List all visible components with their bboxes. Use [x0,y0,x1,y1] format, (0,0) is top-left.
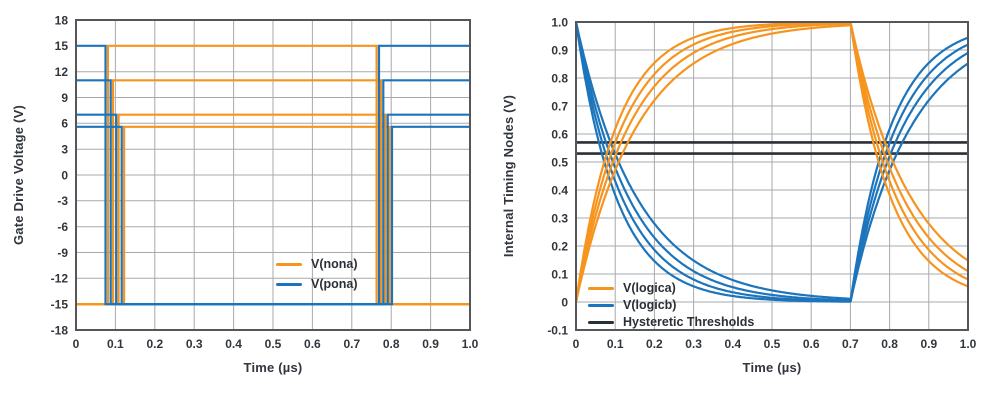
x-tick-label: 0.4 [225,337,242,351]
x-tick-label: 0.3 [685,337,702,351]
y-tick-label: -15 [51,298,69,312]
x-tick-label: 0.8 [383,337,400,351]
legend-label-v-logicb: V(logicb) [623,298,677,313]
series-v-pona-run-4 [76,125,470,306]
plot-frame [575,21,969,331]
figure-internal-timing-nodes: 1.0 0.9 0.8 0.7 0.6 0.5 0.4 0.3 0.2 0.1 0 -0.1 0 0.1 0… [496,0,992,402]
x-tick-label: 0 [73,337,80,351]
x-tick-label: 0.5 [764,337,781,351]
series-v-logica-run-1 [574,21,969,303]
y-tick-label: -18 [51,323,69,337]
y-tick-label: -6 [57,220,68,234]
y-tick-label: 6 [61,117,68,131]
legend-item-v-nona: V(nona) [276,254,358,274]
x-tick-label: 1.0 [462,337,479,351]
y-tick-label: 0.2 [551,239,568,253]
y-tick-label: 12 [55,65,69,79]
y-tick-label: 0.4 [551,183,568,197]
y-tick-label: 0.3 [551,211,568,225]
y-tick-label: 1.0 [551,15,568,29]
x-tick-label: 0.5 [265,337,282,351]
x-tick-label: 0.7 [343,337,360,351]
x-tick-label: 0.9 [920,337,937,351]
y-tick-label: 0.8 [551,71,568,85]
y-tick-label: -0.1 [547,323,568,337]
y-tick-label: 0 [61,168,68,182]
y-tick-label: -3 [57,194,68,208]
series-v-logicb-run-4 [574,21,969,303]
legend-item-v-logicb: V(logicb) [588,297,754,314]
y-tick-label: 0.9 [551,43,568,57]
legend-label-v-logica: V(logica) [623,281,676,296]
legend-label-v-nona: V(nona) [311,256,358,271]
y-tick-label: 0.7 [551,99,568,113]
x-tick-label: 0.7 [842,337,859,351]
y-tick-label: 9 [61,91,68,105]
x-tick-label: 0.4 [724,337,741,351]
v-logicb-line-swatch [588,304,614,307]
y-tick-label: 0.1 [551,267,568,281]
left-legend: V(nona) V(pona) [276,254,358,294]
series-v-logica-run-2 [574,21,969,303]
series-v-logicb-run-3 [574,21,969,303]
x-tick-label: 0.3 [186,337,203,351]
legend-item-v-pona: V(pona) [276,274,358,294]
series-v-logicb-run-1 [574,21,969,303]
x-tick-label: 0.9 [422,337,439,351]
x-tick-label: 0.2 [646,337,663,351]
y-tick-label: -9 [57,246,68,260]
x-tick-label: 0.1 [607,337,624,351]
x-tick-label: 1.0 [960,337,977,351]
x-tick-label: 0.6 [803,337,820,351]
v-logica-line-swatch [588,287,614,290]
legend-label-hysteretic-thresholds: Hysteretic Thresholds [623,315,755,330]
legend-item-v-logica: V(logica) [588,280,754,297]
x-tick-label: 0.1 [107,337,124,351]
y-tick-label: 3 [61,143,68,157]
left-plot-svg: 18 15 12 9 6 3 0 -3 -6 -9 -12 -15 -18 0 0.1 0.2 0.3 0.4 0.… [51,13,479,351]
y-tick-label: 0.6 [551,127,568,141]
series-v-logica-run-4 [574,21,969,303]
x-tick-label: 0 [573,337,580,351]
left-x-axis-title: Time (µs) [243,360,303,375]
y-tick-label: 0.5 [551,155,568,169]
v-nona-line-swatch [276,262,302,266]
right-y-axis-title: Internal Timing Nodes (V) [501,94,516,258]
x-tick-label: 0.8 [881,337,898,351]
y-tick-label: 18 [55,13,69,27]
x-tick-label: 0.2 [146,337,163,351]
x-tick-label: 0.6 [304,337,321,351]
right-plot-svg: 1.0 0.9 0.8 0.7 0.6 0.5 0.4 0.3 0.2 0.1 0 -0.1 0 0.1 0… [547,15,977,351]
legend-item-hysteretic-thresholds: Hysteretic Thresholds [588,314,754,331]
figure-gate-drive-voltage: 18 15 12 9 6 3 0 -3 -6 -9 -12 -15 -18 0 0.1 0.2 0.3 0.4 0.… [11,13,479,375]
plot-frame [75,19,471,331]
legend-label-v-pona: V(pona) [311,276,358,291]
y-tick-label: 15 [55,39,69,53]
v-pona-line-swatch [276,282,302,286]
left-y-axis-title: Gate Drive Voltage (V) [11,105,26,245]
series-v-logica-run-3 [574,21,969,303]
right-legend: V(logica) V(logicb) Hysteretic Threshold… [588,280,754,331]
y-tick-label: -12 [51,272,69,286]
right-x-axis-title: Time (µs) [742,360,802,375]
series-v-logicb-run-2 [574,21,969,303]
hysteretic-thresholds-line-swatch [588,321,614,324]
y-tick-label: 0 [561,295,568,309]
